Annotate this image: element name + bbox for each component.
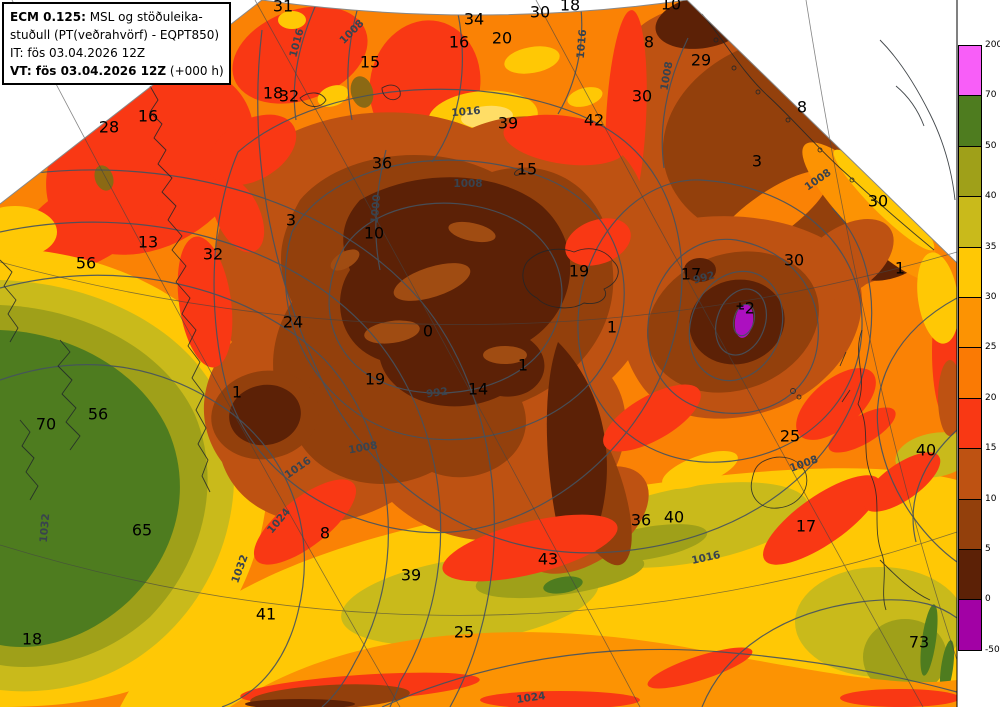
title-line-1: ECM 0.125: MSL og stöðuleika-: [10, 10, 203, 24]
stability-value-label: 70: [35, 414, 57, 434]
isobar-layer: [0, 0, 957, 707]
stability-value-label: 15: [516, 159, 538, 179]
stability-value-label: 0: [422, 321, 434, 341]
colorbar: 200 70 50 40 35 30 25 20 15 10 5 0 -50: [958, 40, 1000, 660]
colorbar-tick-label: 15: [985, 443, 997, 454]
stability-value-label: 8: [319, 523, 331, 543]
stability-value-label: 25: [453, 622, 475, 642]
colorbar-segment: [958, 498, 982, 550]
stability-value-label: 34: [463, 9, 485, 29]
stability-value-label: 29: [690, 50, 712, 70]
colorbar-tick-label: 70: [985, 90, 997, 101]
colorbar-tick-label: -50: [985, 644, 1000, 655]
stability-value-label: 13: [137, 232, 159, 252]
stability-value-label: 1: [894, 258, 906, 278]
stability-value-label: 1: [606, 317, 618, 337]
stability-value-label: 56: [75, 253, 97, 273]
stability-value-label: 15: [359, 52, 381, 72]
stability-value-label: 10: [660, 0, 682, 14]
stability-value-label: 18: [21, 629, 43, 649]
colorbar-tick-label: 20: [985, 392, 997, 403]
colorbar-segment: [958, 599, 982, 651]
stability-value-label: 32: [278, 86, 300, 106]
stability-value-label: 42: [583, 110, 605, 130]
stability-value-label: 16: [448, 32, 470, 52]
stability-value-label: 3: [751, 151, 763, 171]
title-line-2: stuðull (PT(veðrahvörf) - EQPT850): [10, 28, 220, 42]
colorbar-tick-label: 40: [985, 191, 997, 202]
stability-value-label: 30: [631, 86, 653, 106]
stability-value-label: 30: [867, 191, 889, 211]
title-line-4: VT: fös 03.04.2026 12Z (+000 h): [10, 64, 224, 78]
colorbar-tick-label: 200: [985, 40, 1000, 50]
stability-value-label: 39: [497, 113, 519, 133]
stability-value-label: 30: [783, 250, 805, 270]
colorbar-segment: [958, 297, 982, 349]
stability-value-label: 17: [795, 516, 817, 536]
stability-value-label: 56: [87, 404, 109, 424]
title-box: ECM 0.125: MSL og stöðuleika- stuðull (P…: [2, 2, 231, 85]
colorbar-segment: [958, 45, 982, 97]
stability-value-label: 40: [663, 507, 685, 527]
stability-value-label: 17: [680, 264, 702, 284]
stability-value-label: 41: [255, 604, 277, 624]
isobar-label: 1016: [574, 28, 590, 60]
colorbar-tick-label: 0: [985, 594, 991, 605]
stability-value-label: 40: [915, 440, 937, 460]
colorbar-segment: [958, 397, 982, 450]
colorbar-tick-label: 25: [985, 342, 997, 353]
stability-value-label: 1: [231, 382, 243, 402]
stability-value-label: 32: [202, 244, 224, 264]
stability-value-label: 19: [364, 369, 386, 389]
colorbar-segment: [958, 196, 982, 248]
stability-value-label: 43: [537, 549, 559, 569]
coastline-layer: [0, 13, 956, 611]
graticule-layer: [0, 0, 958, 707]
colorbar-segment: [958, 246, 982, 298]
colorbar-tick-label: 50: [985, 140, 997, 151]
stability-value-label: 31: [272, 0, 294, 16]
isobar-label: 1016: [450, 104, 482, 120]
stability-value-label: 73: [908, 632, 930, 652]
stability-value-label: 28: [98, 117, 120, 137]
colorbar-segment: [958, 347, 982, 399]
stability-value-label: -2: [739, 298, 755, 318]
colorbar-tick-label: 35: [985, 241, 997, 252]
stability-value-label: 8: [796, 97, 808, 117]
stability-value-label: 1: [517, 355, 529, 375]
title-line-3: IT: fös 03.04.2026 12Z: [10, 46, 146, 60]
isobar-label: 1008: [453, 178, 483, 190]
stability-value-label: 19: [568, 261, 590, 281]
stability-value-label: 18: [559, 0, 581, 15]
colorbar-segment: [958, 145, 982, 198]
stability-value-label: 36: [371, 153, 393, 173]
colorbar-tick-label: 10: [985, 493, 997, 504]
stability-value-label: 10: [363, 223, 385, 243]
stability-value-label: 24: [282, 312, 304, 332]
stability-value-label: 16: [137, 106, 159, 126]
colorbar-tick-label: 30: [985, 292, 997, 302]
stability-value-label: 18: [262, 83, 284, 103]
stability-value-label: 25: [779, 426, 801, 446]
stability-value-label: 36: [630, 510, 652, 530]
stability-value-label: 8: [643, 32, 655, 52]
isobar-label: 1032: [37, 512, 53, 544]
stability-value-label: 20: [491, 28, 513, 48]
stability-value-label: 30: [529, 2, 551, 22]
stability-value-label: 14: [467, 379, 489, 399]
low-center-marker: +: [735, 299, 745, 313]
stability-value-label: 3: [285, 210, 297, 230]
colorbar-segment: [958, 448, 982, 500]
stability-value-label: 65: [131, 520, 153, 540]
isobar-label: 1000: [368, 193, 384, 225]
colorbar-segment: [958, 549, 982, 601]
colorbar-tick-label: 5: [985, 544, 991, 554]
stability-value-label: 39: [400, 565, 422, 585]
colorbar-segment: [958, 95, 982, 147]
